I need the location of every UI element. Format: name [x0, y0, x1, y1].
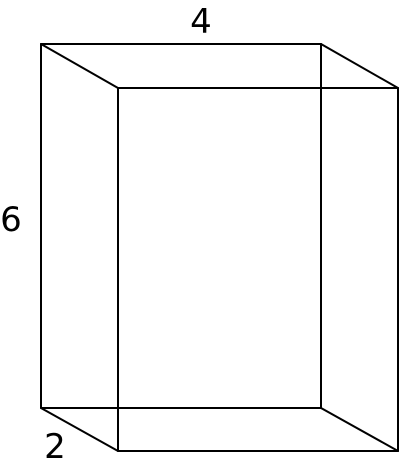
depth-label: 2: [44, 427, 66, 467]
front-face: [117, 87, 399, 452]
depth-edge-bottom-right: [320, 407, 399, 452]
depth-edge-bottom-left: [40, 407, 119, 452]
depth-edge-top-left: [40, 43, 119, 89]
height-label: 6: [0, 200, 22, 240]
width-label: 4: [190, 2, 212, 42]
back-face: [40, 43, 322, 409]
depth-edge-top-right: [320, 43, 399, 89]
depth-edges: [40, 43, 399, 452]
